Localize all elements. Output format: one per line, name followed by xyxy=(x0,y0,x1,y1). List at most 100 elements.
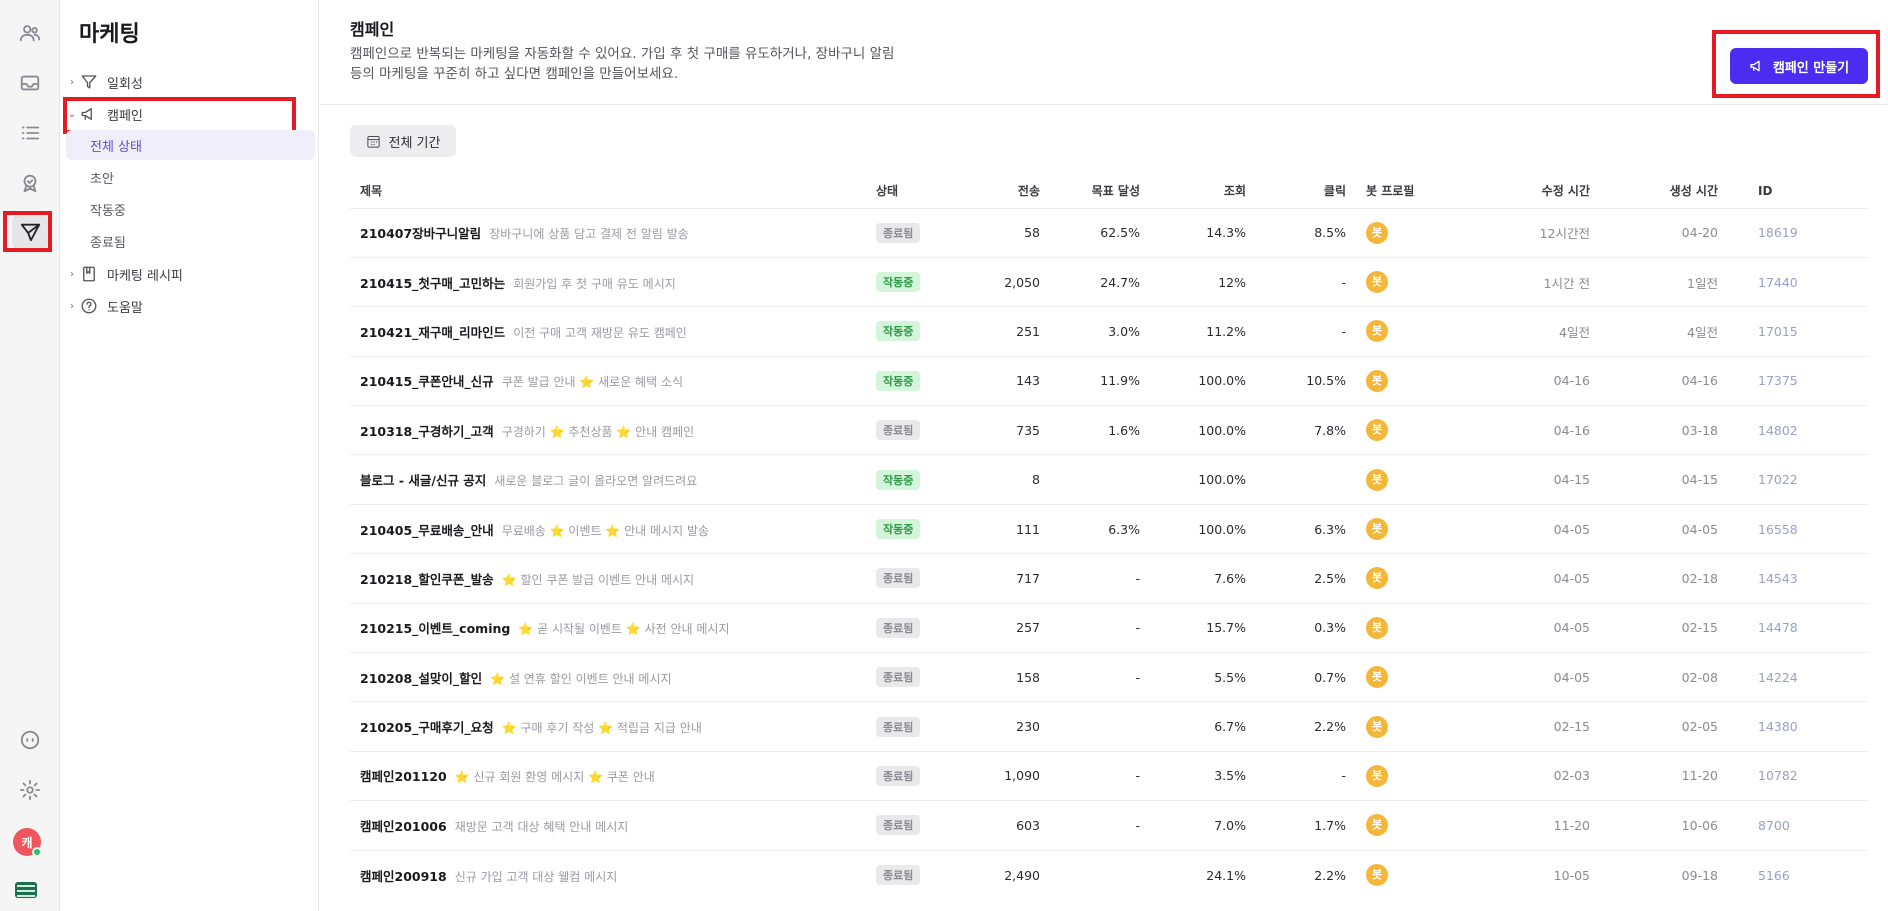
marketing-sidebar: 마케팅 › 일회성 ⌄ 캠페인 전체 상태 초안 작동중 종료됨 › 마케팅 레… xyxy=(61,0,319,911)
column-header-bot-profile[interactable]: 봇 프로필 xyxy=(1366,184,1415,199)
campaign-name[interactable]: 210407장바구니알림 xyxy=(360,226,482,242)
cell-title[interactable]: 블로그 - 새글/신규 공지 새로운 블로그 글이 올라오면 알려드려요 xyxy=(350,454,850,505)
sidebar-subitem-running[interactable]: 작동중 xyxy=(90,203,126,219)
column-header-title[interactable]: 제목 xyxy=(360,184,383,199)
cell-title[interactable]: 210218_할인쿠폰_발송 ⭐ 할인 쿠폰 발급 이벤트 안내 메시지 xyxy=(350,553,850,604)
badge-icon[interactable] xyxy=(12,165,48,201)
status-badge: 작동중 xyxy=(876,469,921,490)
sidebar-subitem-all-status[interactable]: 전체 상태 xyxy=(66,130,315,160)
chat-icon[interactable] xyxy=(12,722,48,758)
cell-title[interactable]: 캠페인201120 ⭐ 신규 회원 환영 메시지 ⭐ 쿠폰 안내 xyxy=(350,750,850,801)
cell-title[interactable]: 210215_이벤트_coming ⭐ 곧 시작될 이벤트 ⭐ 사전 안내 메시지 xyxy=(350,602,850,653)
table-row[interactable]: 210215_이벤트_coming ⭐ 곧 시작될 이벤트 ⭐ 사전 안내 메시지… xyxy=(350,602,1868,653)
column-header-clicks[interactable]: 클릭 xyxy=(1323,184,1346,199)
cell-created: 04-16 xyxy=(1600,355,1728,406)
cell-title[interactable]: 210205_구매후기_요청 ⭐ 구매 후기 작성 ⭐ 적립금 지급 안내 xyxy=(350,701,850,752)
table-row[interactable]: 210205_구매후기_요청 ⭐ 구매 후기 작성 ⭐ 적립금 지급 안내 종료됨 2… xyxy=(350,701,1868,752)
cell-id: 16558 xyxy=(1728,503,1868,554)
cell-bot-profile: 봇 xyxy=(1356,750,1460,801)
bot-avatar-icon: 봇 xyxy=(1366,468,1388,491)
column-header-goal[interactable]: 목표 달성 xyxy=(1091,184,1140,199)
cell-clicks: - xyxy=(1256,306,1356,357)
users-icon[interactable] xyxy=(12,15,48,51)
table-row[interactable]: 210218_할인쿠폰_발송 ⭐ 할인 쿠폰 발급 이벤트 안내 메시지 종료됨 71… xyxy=(350,553,1868,604)
table-row[interactable]: 캠페인201006 재방문 고객 대상 혜택 안내 메시지 종료됨 603-7.0% 1… xyxy=(350,800,1868,851)
cell-goal: 3.0% xyxy=(1050,306,1150,357)
gear-icon[interactable] xyxy=(12,772,48,808)
avatar[interactable]: 캐 xyxy=(13,828,41,856)
cell-bot-profile: 봇 xyxy=(1356,256,1460,307)
campaign-description: ⭐ 설 연휴 할인 이벤트 안내 메시지 xyxy=(490,671,672,686)
campaign-description: 장바구니에 상품 담고 결제 전 알림 발송 xyxy=(489,227,689,242)
cell-views: 7.0% xyxy=(1150,800,1256,851)
cell-goal xyxy=(1050,701,1150,752)
send-icon[interactable] xyxy=(12,214,48,250)
status-badge: 종료됨 xyxy=(876,865,921,886)
cell-title[interactable]: 210318_구경하기_고객 구경하기 ⭐ 추천상품 ⭐ 안내 캠페인 xyxy=(350,405,850,455)
column-header-id[interactable]: ID xyxy=(1758,183,1773,198)
list-icon[interactable] xyxy=(12,115,48,151)
campaign-name[interactable]: 210415_쿠폰안내_신규 xyxy=(360,374,494,390)
campaign-name[interactable]: 캠페인201006 xyxy=(360,818,447,834)
cell-goal: 24.7% xyxy=(1050,256,1150,307)
book-icon xyxy=(79,265,99,283)
sidebar-item-onetime[interactable]: › 일회성 xyxy=(67,68,317,96)
sidebar-subitem-ended[interactable]: 종료됨 xyxy=(90,235,126,251)
cell-goal: 1.6% xyxy=(1050,405,1150,455)
cell-title[interactable]: 210208_설맞이_할인 ⭐ 설 연휴 할인 이벤트 안내 메시지 xyxy=(350,652,850,702)
cell-title[interactable]: 210415_첫구매_고민하는 회원가입 후 첫 구매 유도 메시지 xyxy=(350,256,850,307)
table-row[interactable]: 블로그 - 새글/신규 공지 새로운 블로그 글이 올라오면 알려드려요 작동중 8 1… xyxy=(350,454,1868,505)
campaign-name[interactable]: 210318_구경하기_고객 xyxy=(360,423,494,439)
campaign-name[interactable]: 블로그 - 새글/신규 공지 xyxy=(360,473,487,489)
campaign-name[interactable]: 210208_설맞이_할인 xyxy=(360,670,483,686)
column-header-status[interactable]: 상태 xyxy=(876,184,899,199)
inbox-icon[interactable] xyxy=(12,65,48,101)
cell-sent: 603 xyxy=(950,800,1050,851)
column-header-created[interactable]: 생성 시간 xyxy=(1669,184,1718,199)
campaign-name[interactable]: 210218_할인쿠폰_발송 xyxy=(360,571,494,587)
status-badge: 작동중 xyxy=(876,272,921,293)
sidebar-item-help[interactable]: › 도움말 xyxy=(67,292,317,320)
cell-status: 작동중 xyxy=(850,454,950,505)
cell-modified: 1시간 전 xyxy=(1460,256,1600,307)
cell-title[interactable]: 캠페인200918 신규 가입 고객 대상 웰컴 메시지 xyxy=(350,849,850,900)
cell-bot-profile: 봇 xyxy=(1356,602,1460,653)
cell-title[interactable]: 210405_무료배송_안내 무료배송 ⭐ 이벤트 ⭐ 안내 메시지 발송 xyxy=(350,503,850,554)
cell-views: 6.7% xyxy=(1150,701,1256,752)
table-row[interactable]: 210208_설맞이_할인 ⭐ 설 연휴 할인 이벤트 안내 메시지 종료됨 158-… xyxy=(350,652,1868,702)
table-row[interactable]: 210407장바구니알림 장바구니에 상품 담고 결제 전 알림 발송 종료됨 58 6… xyxy=(350,207,1868,258)
column-header-sent[interactable]: 전송 xyxy=(1017,184,1040,199)
campaign-name[interactable]: 210421_재구매_리마인드 xyxy=(360,324,506,340)
table-row[interactable]: 210405_무료배송_안내 무료배송 ⭐ 이벤트 ⭐ 안내 메시지 발송 작동중 1… xyxy=(350,503,1868,554)
cell-title[interactable]: 캠페인201006 재방문 고객 대상 혜택 안내 메시지 xyxy=(350,800,850,851)
campaign-name[interactable]: 캠페인201120 xyxy=(360,769,447,785)
campaign-name[interactable]: 210205_구매후기_요청 xyxy=(360,720,494,736)
table-row[interactable]: 210415_쿠폰안내_신규 쿠폰 발급 안내 ⭐ 새로운 혜택 소식 작동중 143… xyxy=(350,355,1868,406)
campaign-name[interactable]: 210215_이벤트_coming xyxy=(360,621,511,637)
cell-title[interactable]: 210407장바구니알림 장바구니에 상품 담고 결제 전 알림 발송 xyxy=(350,207,850,258)
cell-id: 14380 xyxy=(1728,701,1868,752)
table-row[interactable]: 캠페인200918 신규 가입 고객 대상 웰컴 메시지 종료됨 2,490 24.1%… xyxy=(350,849,1868,900)
campaign-name[interactable]: 210415_첫구매_고민하는 xyxy=(360,275,506,291)
cell-title[interactable]: 210415_쿠폰안내_신규 쿠폰 발급 안내 ⭐ 새로운 혜택 소식 xyxy=(350,355,850,406)
table-row[interactable]: 210318_구경하기_고객 구경하기 ⭐ 추천상품 ⭐ 안내 캠페인 종료됨 735… xyxy=(350,405,1868,455)
campaign-name[interactable]: 210405_무료배송_안내 xyxy=(360,522,494,538)
table-row[interactable]: 210415_첫구매_고민하는 회원가입 후 첫 구매 유도 메시지 작동중 2,05… xyxy=(350,256,1868,307)
column-header-modified[interactable]: 수정 시간 xyxy=(1541,184,1590,199)
bot-avatar-icon: 봇 xyxy=(1366,221,1388,244)
cell-sent: 1,090 xyxy=(950,750,1050,801)
sidebar-subitem-draft[interactable]: 초안 xyxy=(90,171,114,187)
campaign-name[interactable]: 캠페인200918 xyxy=(360,868,447,884)
workspace-logo-icon[interactable] xyxy=(15,882,37,898)
cell-bot-profile: 봇 xyxy=(1356,701,1460,752)
period-filter-button[interactable]: 전체 기간 xyxy=(350,125,456,157)
status-badge: 종료됨 xyxy=(876,667,921,688)
create-campaign-button[interactable]: 캠페인 만들기 xyxy=(1730,48,1868,84)
column-header-views[interactable]: 조회 xyxy=(1223,184,1246,199)
sidebar-item-campaign[interactable]: ⌄ 캠페인 xyxy=(67,100,317,128)
cell-title[interactable]: 210421_재구매_리마인드 이전 구매 고객 재방문 유도 캠페인 xyxy=(350,306,850,357)
sidebar-item-recipes[interactable]: › 마케팅 레시피 xyxy=(67,260,317,288)
table-row[interactable]: 캠페인201120 ⭐ 신규 회원 환영 메시지 ⭐ 쿠폰 안내 종료됨 1,090-… xyxy=(350,750,1868,801)
table-row[interactable]: 210421_재구매_리마인드 이전 구매 고객 재방문 유도 캠페인 작동중 251… xyxy=(350,306,1868,357)
cell-goal: - xyxy=(1050,800,1150,851)
